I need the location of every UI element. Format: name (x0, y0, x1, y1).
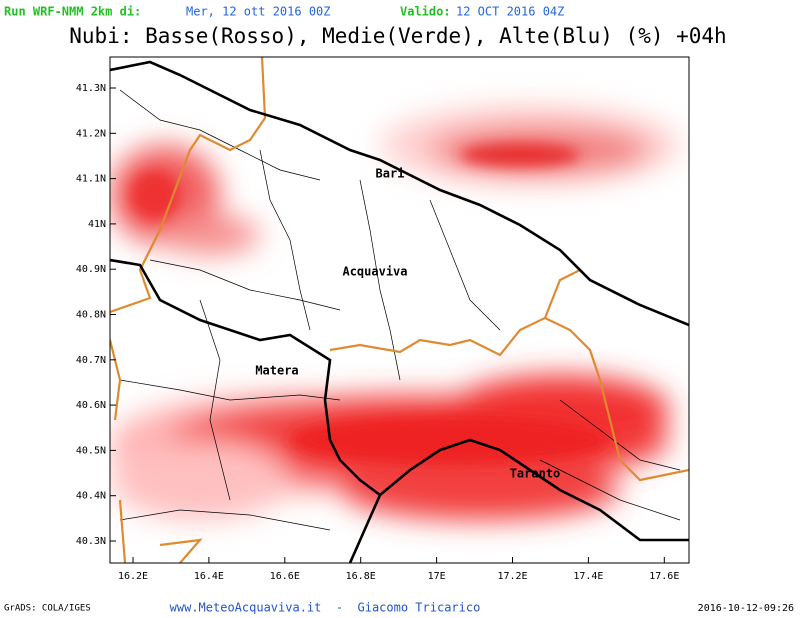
municipal-borders (119, 89, 681, 531)
run-label: Run WRF-NMM 2km di: (4, 5, 141, 19)
lat-label: 41.2N (76, 128, 106, 139)
lat-label: 41.1N (76, 174, 106, 185)
run-date: Mer, 12 ott 2016 00Z (186, 5, 331, 19)
lon-label: 16.8E (346, 571, 376, 582)
valid-label: Valido: (400, 5, 451, 19)
lon-label: 16.2E (118, 571, 148, 582)
lat-label: 40.9N (76, 264, 106, 275)
place-label: Matera (255, 364, 298, 378)
lon-label: 16.6E (270, 571, 300, 582)
place-label: Bari (376, 167, 405, 181)
title: Nubi: Basse(Rosso), Medie(Verde), Alte(B… (69, 24, 726, 48)
lat-label: 40.5N (76, 445, 106, 456)
footer-left: GrADS: COLA/IGES (4, 604, 91, 614)
lat-label: 40.6N (76, 400, 106, 411)
lat-label: 40.7N (76, 355, 106, 366)
footer-right: 2016-10-12-09:26 (698, 603, 794, 614)
lat-label: 40.4N (76, 491, 106, 502)
valid-date: 12 OCT 2016 04Z (456, 5, 564, 19)
place-label: Acquaviva (342, 265, 407, 279)
lon-label: 17.4E (573, 571, 603, 582)
coastline (110, 60, 689, 563)
lat-label: 40.8N (76, 310, 106, 321)
lon-label: 17.2E (497, 571, 527, 582)
lat-label: 40.3N (76, 536, 106, 547)
place-label: Taranto (510, 467, 561, 481)
lat-label: 41N (88, 219, 106, 230)
lon-label: 17.6E (649, 571, 679, 582)
lon-label: 17E (428, 571, 446, 582)
footer-credit: www.MeteoAcquaviva.it - Giacomo Tricaric… (170, 601, 481, 615)
axes: 41.3N 41.2N 41.1N 41N 40.9N 40.8N 40.7N 40.6N 40… (76, 83, 679, 582)
map-area: Bari Acquaviva Matera Taranto (110, 57, 689, 563)
lon-label: 16.4E (194, 571, 224, 582)
plot-frame (109, 56, 690, 564)
lat-label: 41.3N (76, 83, 106, 94)
province-borders (110, 57, 689, 563)
place-labels: Bari Acquaviva Matera Taranto (255, 167, 560, 481)
